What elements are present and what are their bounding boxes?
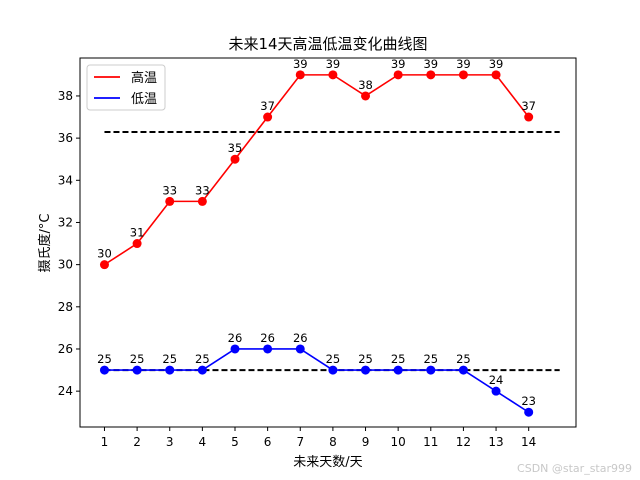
series-1-data-label: 30 xyxy=(97,247,112,261)
x-tick-label: 14 xyxy=(521,435,536,449)
series-2-point xyxy=(263,344,273,354)
series-2-data-label: 25 xyxy=(195,352,210,366)
x-tick-label: 4 xyxy=(199,435,207,449)
series-1-data-label: 31 xyxy=(130,226,145,240)
series-1-point xyxy=(132,239,142,249)
series-2-data-label: 25 xyxy=(358,352,373,366)
y-tick-label: 34 xyxy=(58,173,73,187)
series-2-data-label: 26 xyxy=(260,331,275,345)
series-2-data-label: 25 xyxy=(162,352,177,366)
series-2-point xyxy=(393,365,403,375)
series-1-data-label: 39 xyxy=(326,57,341,71)
series-2-data-label: 24 xyxy=(489,373,504,387)
series-1-data-label: 39 xyxy=(293,57,308,71)
series-2-point xyxy=(426,365,436,375)
series-1-data-label: 39 xyxy=(489,57,504,71)
series-1-point xyxy=(263,112,273,122)
series-2-point xyxy=(197,365,207,375)
x-axis-label: 未来天数/天 xyxy=(293,455,362,470)
x-axis-ticks: 1 2 3 4 5 6 7 8 9 10 11 12 13 14 xyxy=(101,427,536,449)
series-2-point xyxy=(524,407,534,417)
series-2-point xyxy=(230,344,240,354)
series-2-point xyxy=(132,365,142,375)
series-line-1 xyxy=(104,74,530,266)
series-2-data-label: 26 xyxy=(228,331,243,345)
series-1-data-label: 38 xyxy=(358,78,373,92)
series-1-point xyxy=(295,70,305,80)
series-1-point xyxy=(361,91,371,101)
series-2-point xyxy=(99,365,109,375)
series-1-data-label: 37 xyxy=(521,99,536,113)
x-tick-label: 7 xyxy=(296,435,304,449)
series-group: 30 31 33 33 35 37 39 39 38 39 39 39 39 37 25 25 25 25 26 26… xyxy=(97,57,536,417)
x-tick-label: 3 xyxy=(166,435,174,449)
series-1-point xyxy=(197,196,207,206)
series-1-data-label: 33 xyxy=(162,183,177,197)
series-2-point xyxy=(328,365,338,375)
series-1-data-label: 39 xyxy=(423,57,438,71)
y-tick-label: 26 xyxy=(58,342,73,356)
x-tick-label: 10 xyxy=(391,435,406,449)
series-2-data-label: 25 xyxy=(391,352,406,366)
x-tick-label: 8 xyxy=(329,435,337,449)
reference-lines xyxy=(104,131,560,372)
series-1-data-label: 39 xyxy=(456,57,471,71)
x-tick-label: 12 xyxy=(456,435,471,449)
legend-label-1: 高温 xyxy=(131,70,157,86)
x-tick-label: 13 xyxy=(488,435,503,449)
series-1-point xyxy=(165,196,175,206)
x-tick-label: 6 xyxy=(264,435,272,449)
plot-area xyxy=(79,57,577,428)
series-2-data-label: 26 xyxy=(293,331,308,345)
y-tick-label: 32 xyxy=(58,215,73,229)
series-2-point xyxy=(458,365,468,375)
series-2-data-label: 25 xyxy=(456,352,471,366)
series-1-point xyxy=(426,70,436,80)
series-1-point xyxy=(491,70,501,80)
series-2-data-label: 25 xyxy=(130,352,145,366)
series-1-point xyxy=(230,154,240,164)
series-2-data-label: 23 xyxy=(521,394,536,408)
y-axis-ticks: 24 26 28 30 32 34 36 38 xyxy=(58,89,80,398)
series-1-data-label: 33 xyxy=(195,183,210,197)
series-1-point xyxy=(524,112,534,122)
series-2-point xyxy=(491,386,501,396)
y-tick-label: 38 xyxy=(58,89,73,103)
y-tick-label: 24 xyxy=(58,384,73,398)
series-2-point xyxy=(295,344,305,354)
series-line-2 xyxy=(104,348,530,413)
x-tick-label: 2 xyxy=(133,435,141,449)
series-2-data-label: 25 xyxy=(97,352,112,366)
series-1-data-label: 39 xyxy=(391,57,406,71)
series-1-data-label: 35 xyxy=(228,141,243,155)
x-tick-label: 11 xyxy=(423,435,438,449)
y-tick-label: 30 xyxy=(58,258,73,272)
series-2-data-label: 25 xyxy=(326,352,341,366)
legend: 高温低温 xyxy=(86,64,166,111)
y-tick-label: 36 xyxy=(58,131,73,145)
series-2-data-label: 25 xyxy=(423,352,438,366)
series-1-point xyxy=(99,260,109,270)
x-tick-label: 5 xyxy=(231,435,239,449)
chart-title: 未来14天高温低温变化曲线图 xyxy=(228,35,427,53)
legend-label-2: 低温 xyxy=(131,92,157,107)
watermark: CSDN @star_star999 xyxy=(517,462,632,475)
series-1-data-label: 37 xyxy=(260,99,275,113)
series-2-point xyxy=(361,365,371,375)
series-2-point xyxy=(165,365,175,375)
x-tick-label: 1 xyxy=(101,435,109,449)
x-tick-label: 9 xyxy=(362,435,370,449)
series-1-point xyxy=(328,70,338,80)
series-1-point xyxy=(458,70,468,80)
y-axis-label: 摄氏度/°C xyxy=(37,214,53,273)
series-1-point xyxy=(393,70,403,80)
y-tick-label: 28 xyxy=(58,300,73,314)
